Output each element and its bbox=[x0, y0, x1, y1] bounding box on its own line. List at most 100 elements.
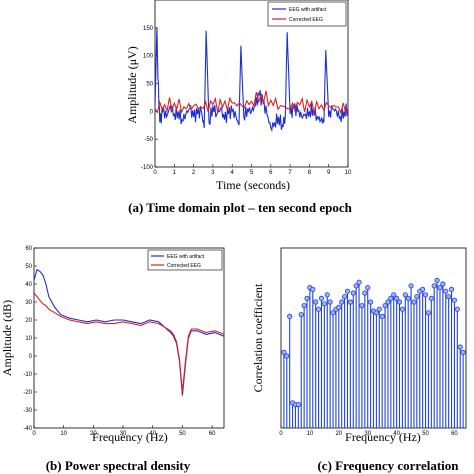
panel-c-stem-marker bbox=[287, 313, 293, 319]
panel-b-series-line-artifact bbox=[33, 268, 225, 396]
panel-c-stem-marker bbox=[405, 295, 411, 301]
panel-a-series-line-artifact bbox=[154, 27, 349, 133]
panel-c-stem-marker bbox=[396, 299, 403, 305]
panel-a-caption: (a) Time domain plot – ten second epoch bbox=[128, 200, 353, 215]
panel-c-stem-marker bbox=[304, 295, 310, 301]
panel-c-stem-marker bbox=[341, 293, 348, 300]
panel-a-legend: EEG with artifact Corrected EEG bbox=[267, 1, 347, 27]
panel-b-legend-label-artifact: EEG with artifact bbox=[167, 254, 205, 260]
panel-c-stem-marker bbox=[454, 306, 460, 312]
panel-b-legend: EEG with artifact Corrected EEG bbox=[147, 249, 223, 271]
panel-c-x-tick-label: 60 bbox=[451, 431, 458, 437]
panel-c-stem-marker bbox=[336, 304, 342, 310]
panel-c-stem-marker bbox=[301, 302, 307, 309]
panel-c-x-tick-label: 20 bbox=[335, 431, 342, 437]
panel-a-x-tick-label: 5 bbox=[250, 170, 254, 176]
panel-b-y-tick-label: 0 bbox=[29, 354, 33, 360]
panel-b-x-axis-label: Frequency (Hz) bbox=[92, 430, 168, 444]
panel-c-stem-marker bbox=[368, 299, 374, 305]
panel-b-x-tick-label: 50 bbox=[179, 431, 186, 437]
panel-c-stem-marker bbox=[408, 283, 414, 289]
panel-a-x-tick-label: 4 bbox=[231, 170, 235, 176]
panel-a-x-tick-label: 2 bbox=[192, 170, 196, 176]
panel-c-stem-marker bbox=[327, 299, 333, 305]
panel-b-x-tick-label: 10 bbox=[60, 431, 67, 437]
panel-c-x-tick-label: 0 bbox=[279, 431, 283, 437]
panel-c-stem-marker bbox=[310, 286, 316, 292]
panel-c-stem-marker bbox=[365, 284, 371, 291]
panel-b-y-tick-label: -30 bbox=[23, 408, 32, 414]
panel-a-y-tick-label: 0 bbox=[150, 109, 154, 115]
panel-b-x-tick-label: 40 bbox=[149, 431, 156, 437]
panel-b-x-tick-label: 0 bbox=[32, 431, 36, 437]
panel-c-stem-marker bbox=[440, 281, 446, 287]
panel-b-legend-box bbox=[147, 249, 223, 271]
panel-c-stem-marker bbox=[391, 292, 397, 298]
panel-b-x-tick-label: 30 bbox=[120, 431, 127, 437]
panel-a-time-domain: 0 1 2 3 4 5 6 7 8 9 10 -100 -50 0 50 100 150 EEG with ar… bbox=[125, 0, 353, 215]
panel-a-y-axis-label: Amplitude (μV) bbox=[125, 46, 139, 123]
panel-c-stem-marker bbox=[347, 299, 353, 305]
panel-b-legend-label-corrected: Corrected EEG bbox=[167, 263, 201, 269]
panel-c-x-tick-label: 10 bbox=[307, 431, 314, 437]
panel-a-y-tick-label: -50 bbox=[144, 137, 153, 143]
panel-c-stem-marker bbox=[425, 310, 432, 316]
panel-b-series-line-corrected bbox=[33, 292, 225, 393]
panel-c-caption: (c) Frequency correlation bbox=[317, 458, 459, 473]
panel-c-stem-marker bbox=[422, 292, 429, 298]
panel-a-x-tick-label: 6 bbox=[269, 170, 273, 176]
panel-c-x-tick-label: 40 bbox=[393, 431, 400, 437]
panel-c-stem-marker bbox=[394, 295, 400, 301]
panel-c-stem-marker bbox=[373, 310, 379, 316]
panel-a-legend-box bbox=[267, 1, 347, 27]
panel-a-x-tick-label: 10 bbox=[345, 170, 352, 176]
panel-b-x-tick-label: 20 bbox=[90, 431, 97, 437]
panel-b-lines bbox=[33, 268, 225, 396]
panel-c-stem-marker bbox=[281, 349, 287, 355]
panel-b-y-tick-label: 30 bbox=[25, 300, 32, 306]
panel-b-y-tick-label: 20 bbox=[25, 318, 32, 324]
panel-c-stem-marker bbox=[431, 283, 437, 289]
panel-c-stem-marker bbox=[362, 290, 368, 296]
panel-b-power-spectral-density: 0 10 20 30 40 50 60 -40 -30 -20 -10 0 10 20 30 40 50 60 E… bbox=[0, 246, 225, 473]
panel-c-stem-marker bbox=[385, 299, 391, 305]
panel-c-stem-marker bbox=[411, 299, 417, 305]
panel-c-stem-marker bbox=[350, 290, 356, 296]
panel-c-stem-marker bbox=[446, 293, 452, 300]
panel-a-legend-label-artifact: EEG with artifact bbox=[289, 7, 327, 13]
panel-b-axes-frame bbox=[33, 247, 225, 429]
panel-b-caption: (b) Power spectral density bbox=[46, 458, 191, 473]
panel-c-stem-marker bbox=[284, 353, 290, 359]
panel-c-stem-marker bbox=[321, 301, 327, 307]
panel-a-lines bbox=[154, 27, 349, 133]
panel-a-legend-label-corrected: Corrected EEG bbox=[289, 17, 323, 23]
panel-c-stem-marker bbox=[298, 311, 304, 318]
panel-b-y-tick-label: 40 bbox=[25, 282, 32, 288]
panel-a-x-tick-label: 9 bbox=[327, 170, 331, 176]
panel-c-stem-marker bbox=[443, 288, 449, 294]
panel-b-y-tick-label: 10 bbox=[25, 336, 32, 342]
panel-a-x-tick-label: 0 bbox=[153, 170, 157, 176]
panel-b-y-tick-label: 50 bbox=[25, 264, 32, 270]
panel-c-stem-marker bbox=[356, 279, 362, 285]
panel-c-stem-marker bbox=[330, 310, 336, 316]
panel-a-x-tick-label: 7 bbox=[288, 170, 292, 176]
panel-c-stem-marker bbox=[353, 283, 359, 289]
panel-c-stem-marker bbox=[414, 293, 420, 300]
panel-a-x-tick-label: 3 bbox=[211, 170, 215, 176]
panel-c-stem-marker bbox=[379, 313, 385, 319]
panel-c-stem-marker bbox=[399, 306, 406, 312]
panel-c-x-tick-label: 30 bbox=[364, 431, 371, 437]
panel-c-frequency-correlation: 0 10 20 30 40 50 60 Frequency (Hz) Correlation… bbox=[251, 247, 467, 473]
panel-b-y-axis-label: Amplitude (dB) bbox=[0, 300, 14, 376]
panel-a-y-tick-label: 50 bbox=[146, 82, 153, 88]
panel-b-ticks: 0 10 20 30 40 50 60 -40 -30 -20 -10 0 10 20 30 40 50 60 bbox=[23, 246, 216, 437]
panel-c-stem-marker bbox=[434, 277, 440, 283]
panel-c-stem-marker bbox=[451, 297, 458, 303]
panel-a-series-line-corrected bbox=[154, 90, 349, 115]
panel-c-stem-marker bbox=[437, 284, 443, 291]
panel-c-stem-marker bbox=[402, 292, 408, 298]
panel-b-y-tick-label: -10 bbox=[23, 372, 32, 378]
panel-c-stems bbox=[281, 277, 466, 428]
